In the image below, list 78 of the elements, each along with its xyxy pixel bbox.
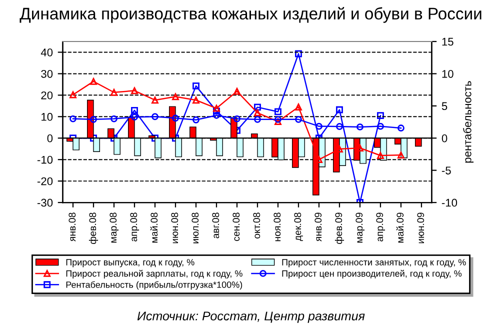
y-tick-label: -20 [37, 177, 53, 186]
point [254, 116, 261, 123]
x-tick-label: авг.08 [212, 212, 220, 238]
point [70, 115, 76, 122]
point [110, 115, 118, 122]
point [274, 118, 282, 126]
x-tick-label: июл.08 [192, 212, 199, 244]
x-tick-label: апр.08 [130, 212, 140, 242]
point [131, 114, 138, 121]
y2-tick-label: -5 [442, 166, 451, 174]
point [172, 114, 179, 122]
x-tick-label: фев.08 [88, 212, 98, 244]
x-tick-label: май.08 [150, 212, 158, 243]
point [192, 96, 200, 104]
point [254, 104, 261, 111]
point [377, 152, 384, 159]
point [131, 106, 138, 114]
text: Источник: Росстат, Центр развития [137, 312, 365, 323]
x-tick-label: дек.08 [294, 212, 303, 241]
y2-tick-label: -10 [442, 198, 458, 207]
point [336, 123, 343, 130]
point [234, 115, 240, 122]
x-tick-label: янв.08 [68, 212, 76, 242]
point [254, 109, 261, 116]
y2-tick-label: 0 [442, 134, 448, 142]
legend-label: Прирост численности занятых, год к году, % [282, 259, 466, 268]
y2-tick-label: 10 [442, 70, 454, 78]
point [336, 106, 343, 114]
point [274, 116, 282, 123]
point [90, 116, 97, 123]
y-tick-label: -10 [37, 156, 53, 164]
legend-label: Прирост цен производителей, год к году, % [282, 270, 462, 278]
point [377, 112, 384, 120]
y-tick-label: 30 [41, 70, 53, 78]
x-tick-label: май.09 [396, 212, 404, 243]
point [192, 116, 200, 124]
point [192, 82, 200, 90]
chart-title: Динамика производства кожаных изделий и обуви в России [20, 7, 482, 23]
point [131, 87, 138, 94]
y-tick-label: -30 [37, 198, 53, 207]
point [70, 91, 76, 98]
point [234, 88, 240, 95]
point [110, 88, 118, 96]
x-tick-label: мар.08 [110, 212, 119, 243]
x-tick-label: апр.09 [376, 212, 386, 242]
y-tick-label: 0 [47, 134, 53, 142]
point [90, 78, 97, 85]
point [377, 122, 384, 130]
y2-tick-label: 5 [442, 102, 448, 110]
point [398, 124, 404, 132]
point [295, 50, 302, 58]
x-tick-label: мар.09 [356, 212, 365, 243]
x-tick-label: июн.09 [417, 212, 424, 244]
point [213, 104, 220, 112]
y-tick-label: 10 [42, 112, 53, 121]
x-tick-label: июн.08 [171, 212, 178, 244]
point [316, 122, 322, 130]
point [152, 96, 158, 104]
x-tick-label: фев.09 [334, 212, 344, 244]
y-tick-label: 40 [40, 48, 53, 56]
point [213, 112, 220, 119]
point [295, 116, 302, 123]
point [398, 152, 404, 159]
point [152, 113, 158, 120]
point [295, 104, 302, 110]
x-tick-label: янв.09 [314, 212, 322, 242]
y2-tick-label: 15 [442, 38, 454, 46]
x-tick-label: сен.08 [232, 212, 240, 241]
point [356, 123, 364, 130]
legend-label: Рентабельность (прибыль/отгрузка*100%) [66, 281, 242, 290]
y2-axis-title: рентабельность [463, 81, 474, 163]
x-tick-label: окт.08 [253, 212, 260, 238]
legend-label: Прирост реальной зарплаты, год к году, % [66, 270, 242, 278]
y-tick-label: 20 [41, 91, 53, 100]
x-tick-label: ноя.08 [274, 212, 281, 242]
point [274, 108, 282, 116]
point [172, 93, 179, 100]
legend-label: Прирост выпуска, год к году, % [66, 259, 194, 268]
